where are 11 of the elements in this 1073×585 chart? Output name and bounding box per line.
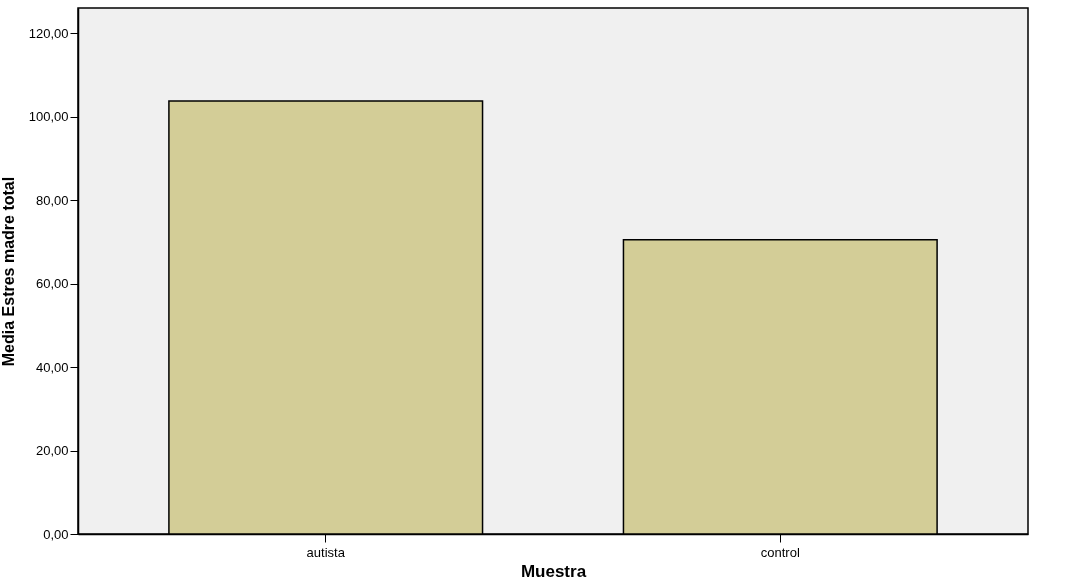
y-tick-label: 20,00	[35, 443, 69, 459]
y-axis-title: Media Estres madre total	[0, 176, 17, 367]
x-tick-label: control	[760, 544, 800, 560]
y-tick-label: 100,00	[28, 109, 69, 125]
y-tick-label: 120,00	[28, 25, 69, 41]
y-tick-label: 0,00	[43, 526, 69, 542]
y-tick-label: 40,00	[35, 359, 69, 375]
x-axis-title: Muestra	[520, 561, 587, 581]
y-tick-label: 80,00	[35, 192, 69, 208]
x-tick-label: autista	[306, 544, 346, 560]
y-tick-label: 60,00	[35, 276, 69, 292]
